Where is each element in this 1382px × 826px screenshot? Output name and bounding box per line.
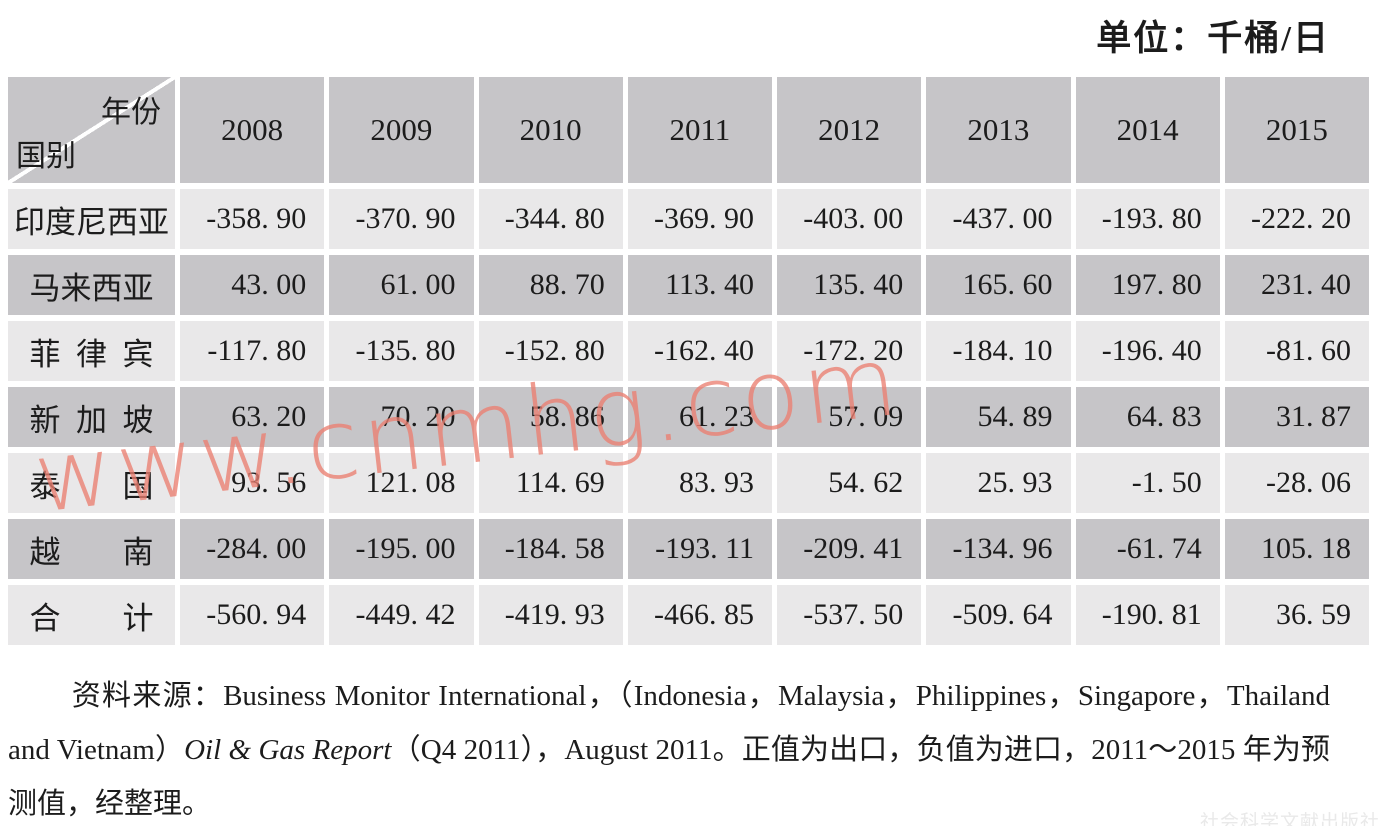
value-cell: 54. 62 [777,453,922,513]
value-cell: 165. 60 [926,255,1071,315]
year-header-2013: 2013 [926,77,1071,183]
year-header-2010: 2010 [478,77,623,183]
source-note-italic: Oil & Gas Report [184,734,392,766]
value-cell: 61. 00 [329,255,474,315]
value-cell: -466. 85 [627,585,772,645]
year-header-2015: 2015 [1224,77,1369,183]
country-label: 越 南 [8,519,175,579]
country-label: 新 加 坡 [8,387,175,447]
country-label: 马来西亚 [8,255,175,315]
value-cell: -117. 80 [180,321,325,381]
value-cell: -61. 74 [1075,519,1220,579]
year-header-2008: 2008 [180,77,325,183]
corner-year-label: 年份 [101,96,161,129]
value-cell: -509. 64 [926,585,1071,645]
value-cell: -195. 00 [329,519,474,579]
value-cell: -28. 06 [1224,453,1369,513]
year-header-2012: 2012 [777,77,922,183]
country-label: 泰 国 [8,453,175,513]
value-cell: 25. 93 [926,453,1071,513]
value-cell: -193. 11 [627,519,772,579]
value-cell: 113. 40 [627,255,772,315]
value-cell: -449. 42 [329,585,474,645]
corner-country-label: 国别 [16,140,76,173]
value-cell: 197. 80 [1075,255,1220,315]
table-row: 菲 律 宾 -117. 80 -135. 80 -152. 80 -162. 40 -17… [8,321,1369,381]
value-cell: 43. 00 [180,255,325,315]
value-cell: -209. 41 [777,519,922,579]
table-row: 印度尼西亚 -358. 90 -370. 90 -344. 80 -369. 90 -40… [8,189,1369,249]
year-header-row: 年份 国别 2008 2009 2010 2011 2012 2013 2014 2015 [8,77,1369,183]
value-cell: -369. 90 [627,189,772,249]
value-cell: -135. 80 [329,321,474,381]
value-cell: -193. 80 [1075,189,1220,249]
value-cell: 63. 20 [180,387,325,447]
value-cell: -437. 00 [926,189,1071,249]
value-cell: 121. 08 [329,453,474,513]
value-cell: -184. 58 [478,519,623,579]
country-label: 合 计 [8,585,175,645]
value-cell: -172. 20 [777,321,922,381]
value-cell: -344. 80 [478,189,623,249]
table-row: 合 计 -560. 94 -449. 42 -419. 93 -466. 85 -537.… [8,585,1369,645]
value-cell: 88. 70 [478,255,623,315]
value-cell: -196. 40 [1075,321,1220,381]
table-row: 新 加 坡 63. 20 70. 20 58. 86 61. 23 57. 09 54. 8… [8,387,1369,447]
value-cell: 70. 20 [329,387,474,447]
corner-cell: 年份 国别 [8,77,175,183]
unit-label: 单位：千桶/日 [1096,19,1330,58]
value-cell: -81. 60 [1224,321,1369,381]
value-cell: -152. 80 [478,321,623,381]
table-container: 年份 国别 2008 2009 2010 2011 2012 2013 2014 2015 印… [3,71,1379,651]
value-cell: -560. 94 [180,585,325,645]
value-cell: 54. 89 [926,387,1071,447]
publisher-watermark: 社会科学文献出版社 [1199,812,1380,826]
value-cell: -370. 90 [329,189,474,249]
value-cell: 57. 09 [777,387,922,447]
source-note-part1: 资料来源：Business Monitor International，（Ind… [8,680,1330,766]
value-cell: 93. 56 [180,453,325,513]
value-cell: 58. 86 [478,387,623,447]
value-cell: -162. 40 [627,321,772,381]
value-cell: 83. 93 [627,453,772,513]
value-cell: 231. 40 [1224,255,1369,315]
value-cell: -134. 96 [926,519,1071,579]
year-header-2014: 2014 [1075,77,1220,183]
value-cell: 36. 59 [1224,585,1369,645]
country-label: 印度尼西亚 [8,189,175,249]
value-cell: -190. 81 [1075,585,1220,645]
table-body: 印度尼西亚 -358. 90 -370. 90 -344. 80 -369. 90 -40… [8,189,1369,645]
value-cell: -358. 90 [180,189,325,249]
value-cell: -284. 00 [180,519,325,579]
value-cell: -419. 93 [478,585,623,645]
source-note: 资料来源：Business Monitor International，（Ind… [8,669,1330,826]
value-cell: -222. 20 [1224,189,1369,249]
year-header-2011: 2011 [627,77,772,183]
value-cell: 105. 18 [1224,519,1369,579]
value-cell: 64. 83 [1075,387,1220,447]
source-note-part2: （Q4 2011），August 2011。正值为出口，负值为进口，2011～2… [8,734,1330,820]
value-cell: -184. 10 [926,321,1071,381]
value-cell: 61. 23 [627,387,772,447]
year-header-2009: 2009 [329,77,474,183]
value-cell: -1. 50 [1075,453,1220,513]
value-cell: -537. 50 [777,585,922,645]
data-table: 年份 国别 2008 2009 2010 2011 2012 2013 2014 2015 印… [3,71,1374,651]
value-cell: -403. 00 [777,189,922,249]
value-cell: 114. 69 [478,453,623,513]
table-row: 越 南 -284. 00 -195. 00 -184. 58 -193. 11 -209.… [8,519,1369,579]
table-row: 泰 国 93. 56 121. 08 114. 69 83. 93 54. 62 25. 9… [8,453,1369,513]
value-cell: 135. 40 [777,255,922,315]
country-label: 菲 律 宾 [8,321,175,381]
value-cell: 31. 87 [1224,387,1369,447]
table-row: 马来西亚 43. 00 61. 00 88. 70 113. 40 135. 40 165.… [8,255,1369,315]
